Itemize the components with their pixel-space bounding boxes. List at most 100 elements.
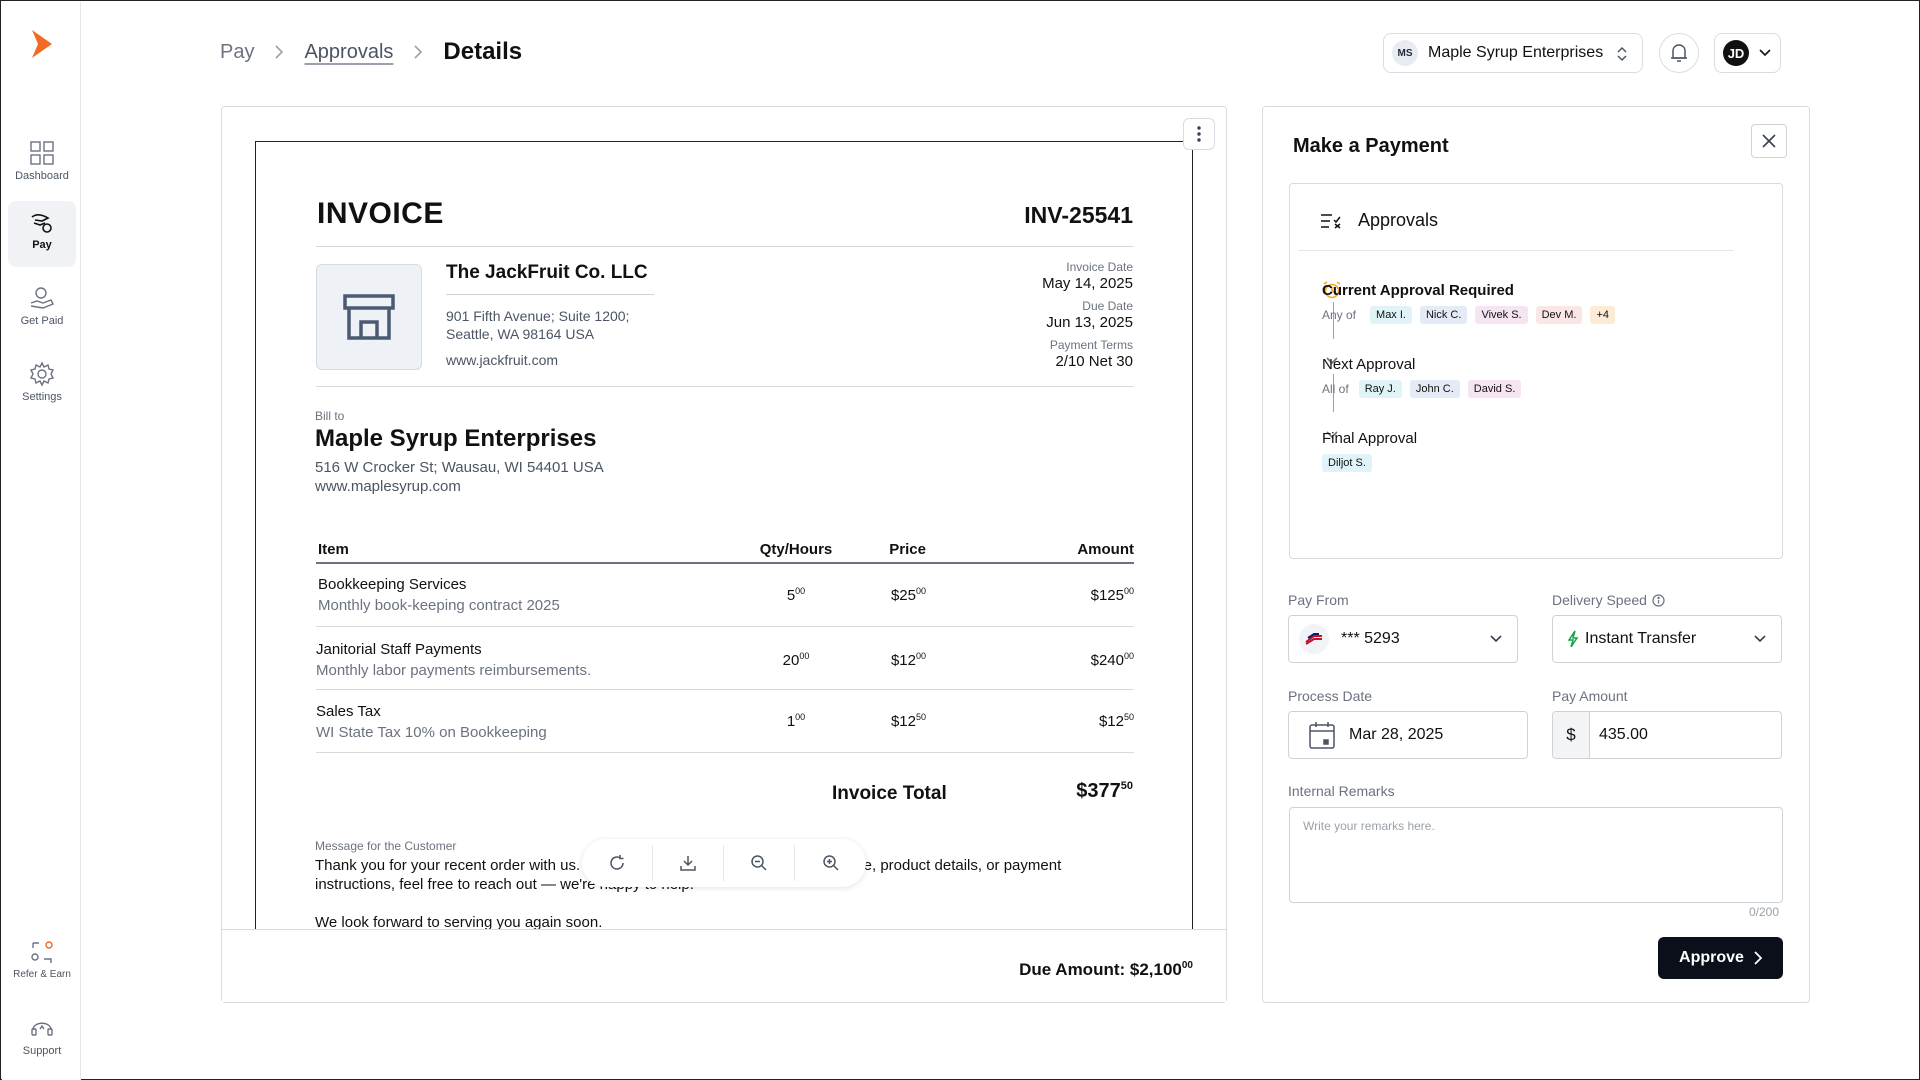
approval-mode: Any of xyxy=(1322,308,1357,322)
approver-chip[interactable]: Nick C. xyxy=(1419,306,1468,324)
message-label: Message for the Customer xyxy=(315,839,457,853)
approvals-title: Approvals xyxy=(1358,210,1439,230)
process-date-input[interactable]: Mar 28, 2025 xyxy=(1288,711,1528,759)
approver-chip[interactable]: Max I. xyxy=(1370,306,1412,324)
chevron-right-icon xyxy=(1754,951,1762,965)
user-menu[interactable]: JD xyxy=(1714,33,1781,73)
refresh-button[interactable] xyxy=(582,845,653,881)
due-date-label: Due Date xyxy=(1082,299,1133,313)
divider xyxy=(316,246,1134,247)
table-row: Janitorial Staff Payments Monthly labor … xyxy=(316,641,591,679)
divider xyxy=(316,386,1134,387)
invoice-title: INVOICE xyxy=(317,197,444,230)
table-header-rule xyxy=(316,562,1134,564)
process-date-label: Process Date xyxy=(1288,688,1373,704)
due-date: Due Date Jun 13, 2025 xyxy=(1046,299,1133,331)
approval-checklist-icon xyxy=(1321,213,1341,229)
step-connector xyxy=(1333,302,1334,339)
internal-remarks-label: Internal Remarks xyxy=(1288,783,1395,799)
approver-chip[interactable]: John C. xyxy=(1409,380,1460,398)
chevron-down-icon xyxy=(1754,635,1766,643)
approver-chip[interactable]: Ray J. xyxy=(1358,380,1402,398)
sidebar-item-label: Settings xyxy=(22,391,62,403)
breadcrumb-approvals-link[interactable]: Approvals xyxy=(304,40,394,63)
delivery-speed-label: Delivery Speed xyxy=(1552,592,1665,608)
approver-chip[interactable]: David S. xyxy=(1467,380,1522,398)
step-connector xyxy=(1333,374,1334,412)
notifications-button[interactable] xyxy=(1659,33,1699,73)
invoice-document: INVOICE INV-25541 The JackFruit Co. LLC … xyxy=(255,141,1193,931)
approver-chip[interactable]: Dev M. xyxy=(1535,306,1583,324)
brand-logo[interactable] xyxy=(26,28,56,60)
company-avatar: MS xyxy=(1392,40,1418,66)
approve-button[interactable]: Approve xyxy=(1658,937,1783,979)
approvals-section: Approvals Current Approval Required Any … xyxy=(1289,183,1783,559)
approval-mode: All of xyxy=(1322,382,1349,396)
pay-amount-label: Pay Amount xyxy=(1552,688,1628,704)
approve-button-label: Approve xyxy=(1679,949,1744,966)
step-approvers-final: Diljot S. xyxy=(1314,454,1372,472)
row-price: $2500 xyxy=(890,586,926,604)
approver-chip[interactable]: Diljot S. xyxy=(1322,454,1372,472)
chevron-down-icon xyxy=(1759,49,1771,57)
zoom-out-button[interactable] xyxy=(724,845,795,881)
divider xyxy=(316,752,1134,753)
row-item-desc: Monthly labor payments reimbursements. xyxy=(316,662,592,679)
make-payment-panel: Make a Payment Approvals Current Approva… xyxy=(1262,106,1810,1003)
step-approvers-current: Any of Max I. Nick C. Vivek S. Dev M. +4 xyxy=(1322,306,1615,324)
pay-amount-input[interactable]: $ 435.00 xyxy=(1552,711,1782,759)
calendar-icon xyxy=(1309,722,1335,749)
chevron-down-icon[interactable] xyxy=(1325,430,1339,440)
sidebar-item-label: Refer & Earn xyxy=(13,969,71,980)
breadcrumb-pay[interactable]: Pay xyxy=(220,40,255,63)
download-button[interactable] xyxy=(653,845,724,881)
column-header-amount: Amount xyxy=(1077,541,1134,558)
pay-from-select[interactable]: *** 5293 xyxy=(1288,615,1518,663)
sidebar-item-get-paid[interactable]: Get Paid xyxy=(8,277,76,343)
due-date-value: Jun 13, 2025 xyxy=(1046,314,1133,331)
more-approvers-chip[interactable]: +4 xyxy=(1590,306,1615,324)
sidebar-item-refer-earn[interactable]: Refer & Earn xyxy=(8,931,76,997)
process-date-value: Mar 28, 2025 xyxy=(1349,726,1444,743)
refresh-icon xyxy=(610,855,624,870)
row-qty: 100 xyxy=(786,712,806,730)
vendor-address-line2: Seattle, WA 98164 USA xyxy=(446,326,595,342)
divider xyxy=(1298,250,1734,251)
step-title-current: Current Approval Required xyxy=(1322,282,1514,299)
more-options-button[interactable] xyxy=(1183,118,1215,150)
bank-icon xyxy=(1299,624,1329,654)
bill-to-address: 516 W Crocker St; Wausau, WI 54401 USA w… xyxy=(315,458,604,496)
close-button[interactable] xyxy=(1751,124,1787,158)
invoice-date: Invoice Date May 14, 2025 xyxy=(1042,260,1133,292)
chevron-right-icon xyxy=(275,45,284,59)
sidebar-item-support[interactable]: Support xyxy=(8,1007,76,1073)
step-title-final: Final Approval xyxy=(1322,430,1418,447)
bill-to-website: www.maplesyrup.com xyxy=(315,478,461,495)
invoice-date-label: Invoice Date xyxy=(1066,260,1133,274)
vendor-name: The JackFruit Co. LLC xyxy=(446,262,654,295)
row-item-name: Sales Tax xyxy=(316,703,381,720)
sidebar-item-settings[interactable]: Settings xyxy=(8,353,76,419)
company-name: Maple Syrup Enterprises xyxy=(1428,44,1604,61)
row-qty: 500 xyxy=(786,586,806,604)
internal-remarks-textarea[interactable] xyxy=(1289,807,1783,903)
step-approvers-next: All of Ray J. John C. David S. xyxy=(1322,380,1522,398)
gear-icon xyxy=(29,361,55,387)
row-item-name: Janitorial Staff Payments xyxy=(316,641,482,658)
delivery-speed-select[interactable]: Instant Transfer xyxy=(1552,615,1782,663)
zoom-in-button[interactable] xyxy=(795,845,866,881)
row-price: $1200 xyxy=(890,651,926,669)
info-icon[interactable] xyxy=(1652,593,1665,607)
row-amount: $1250 xyxy=(1098,712,1134,730)
breadcrumb: Pay Approvals Details xyxy=(220,38,522,65)
approver-chip[interactable]: Vivek S. xyxy=(1475,306,1528,324)
sidebar-item-dashboard[interactable]: Dashboard xyxy=(8,132,76,198)
invoice-date-value: May 14, 2025 xyxy=(1042,275,1133,292)
sidebar-item-pay[interactable]: Pay xyxy=(8,201,76,267)
remarks-char-counter: 0/200 xyxy=(1748,905,1779,919)
step-title-next: Next Approval xyxy=(1322,356,1416,373)
company-selector[interactable]: MS Maple Syrup Enterprises xyxy=(1383,33,1643,73)
lightning-icon xyxy=(1567,630,1579,648)
chevron-down-icon[interactable] xyxy=(1325,356,1339,366)
delivery-speed-value: Instant Transfer xyxy=(1585,630,1697,647)
